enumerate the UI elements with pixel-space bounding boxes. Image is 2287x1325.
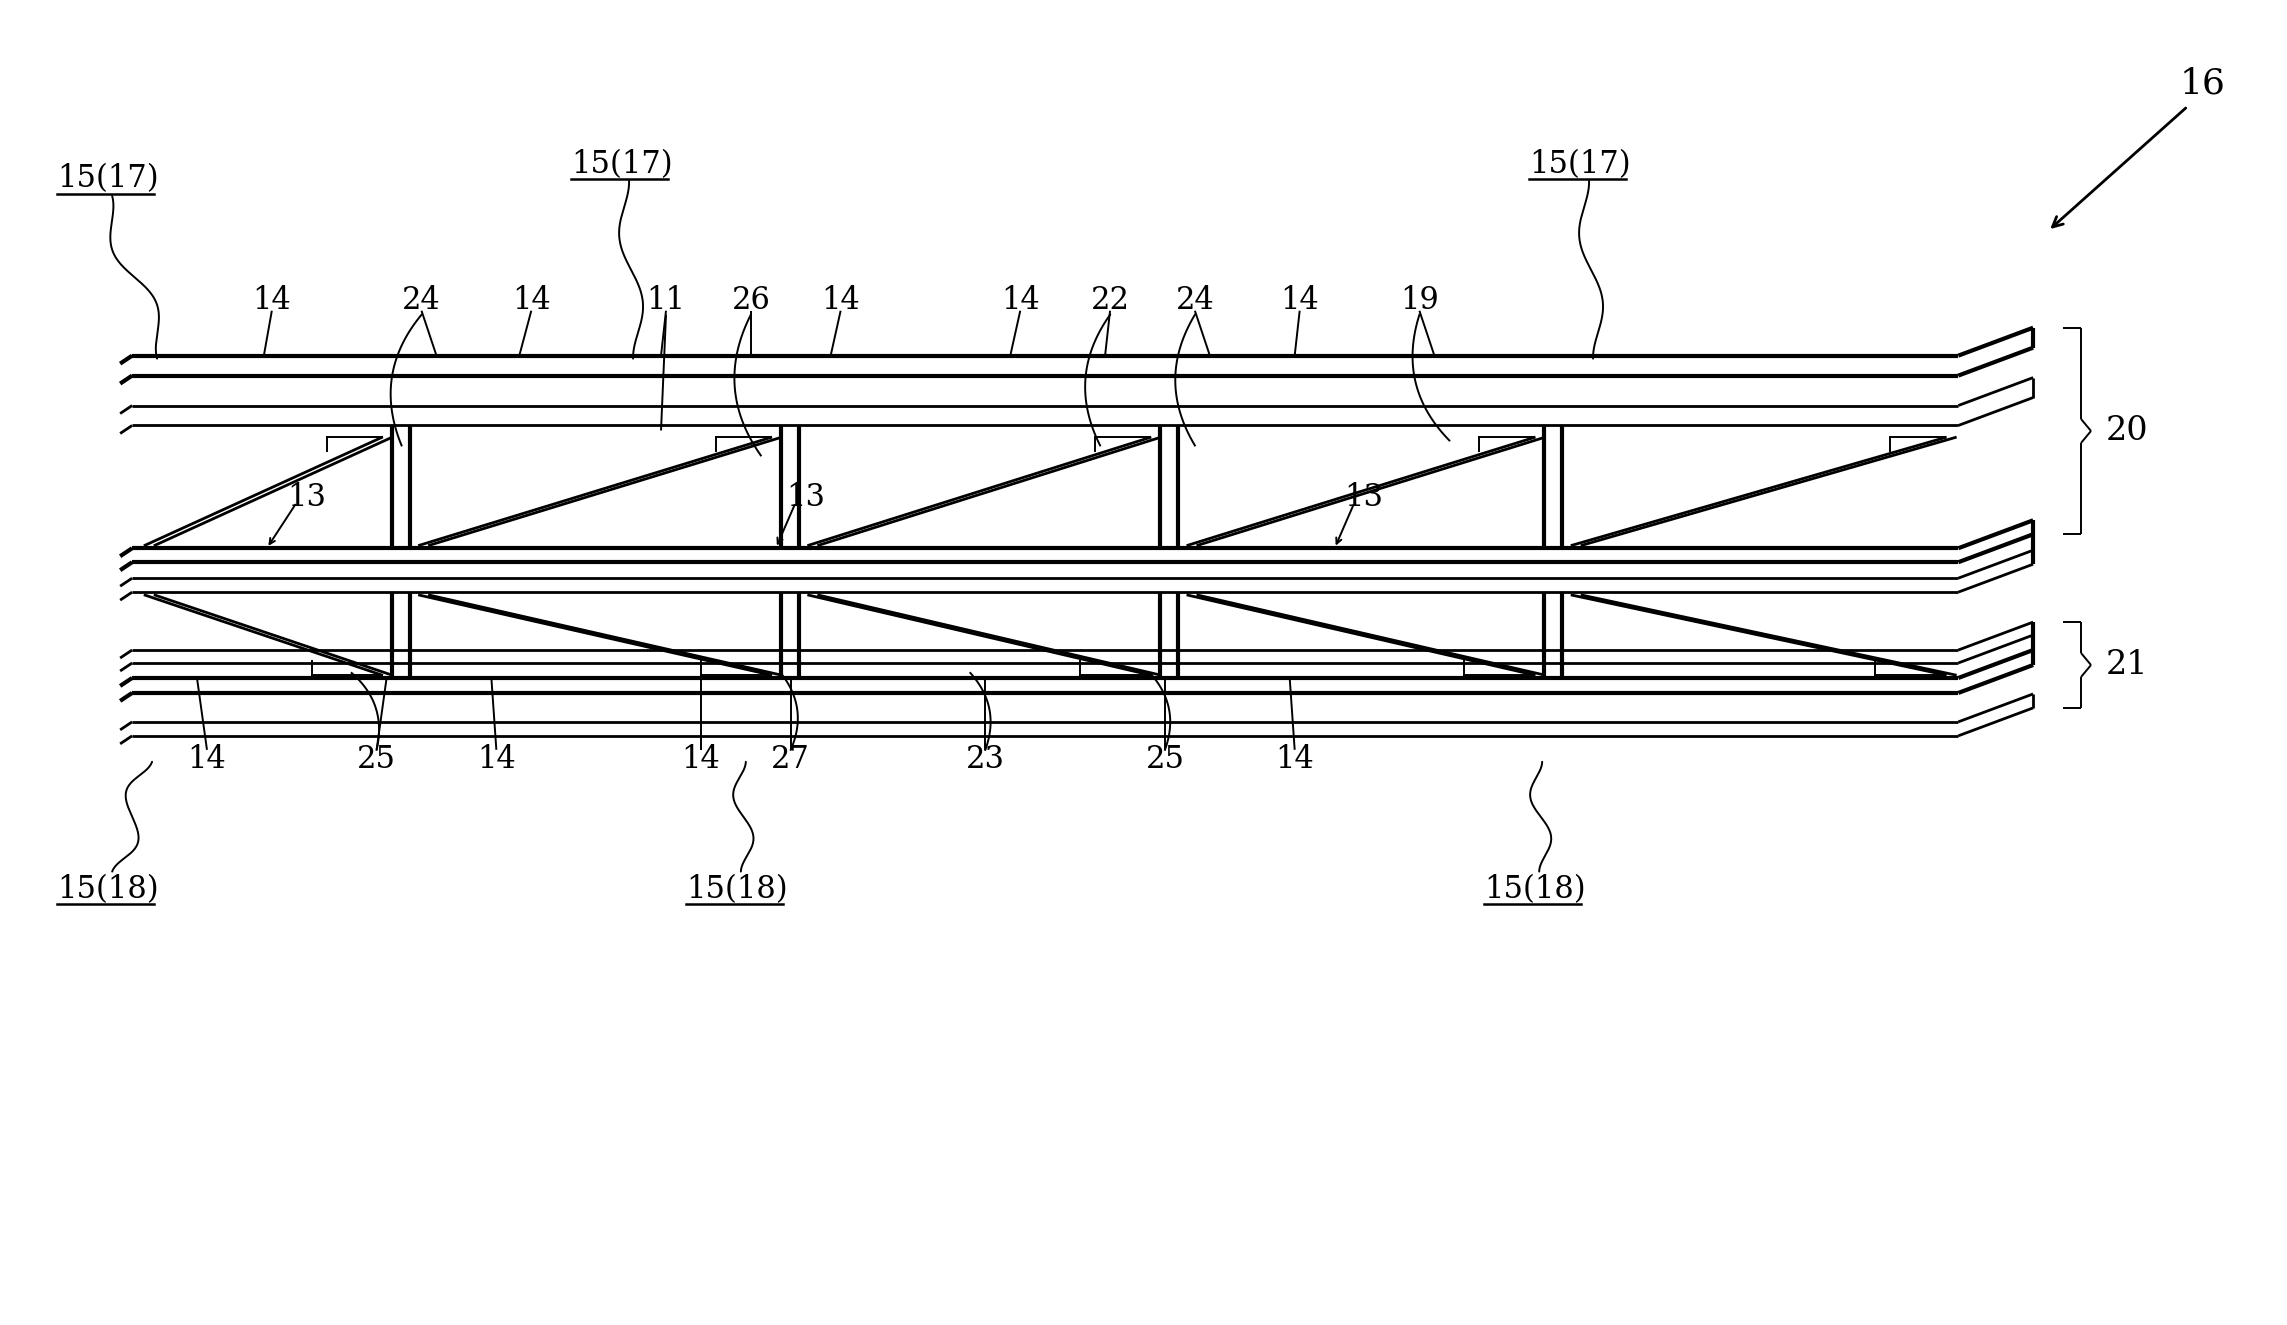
Text: 14: 14 xyxy=(188,745,226,775)
Text: 14: 14 xyxy=(478,745,517,775)
Text: 14: 14 xyxy=(252,285,290,317)
Text: 14: 14 xyxy=(821,285,860,317)
Text: 15(18): 15(18) xyxy=(686,874,787,905)
Text: 22: 22 xyxy=(1091,285,1130,317)
Text: 24: 24 xyxy=(1176,285,1214,317)
Text: 15(17): 15(17) xyxy=(572,148,672,180)
Text: 14: 14 xyxy=(1281,285,1320,317)
Text: 19: 19 xyxy=(1400,285,1439,317)
Text: 14: 14 xyxy=(682,745,720,775)
Text: 15(17): 15(17) xyxy=(1530,148,1631,180)
Text: 15(17): 15(17) xyxy=(57,163,158,195)
Text: 13: 13 xyxy=(286,482,325,513)
Text: 23: 23 xyxy=(965,745,1004,775)
Text: 15(18): 15(18) xyxy=(57,874,158,905)
Text: 21: 21 xyxy=(2106,649,2147,681)
Text: 13: 13 xyxy=(787,482,826,513)
Text: 26: 26 xyxy=(732,285,771,317)
Text: 11: 11 xyxy=(647,285,686,317)
Text: 27: 27 xyxy=(771,745,810,775)
Text: 25: 25 xyxy=(1146,745,1185,775)
Text: 24: 24 xyxy=(403,285,441,317)
Text: 16: 16 xyxy=(2180,66,2225,101)
Text: 14: 14 xyxy=(512,285,551,317)
Text: 25: 25 xyxy=(357,745,396,775)
Text: 13: 13 xyxy=(1345,482,1384,513)
Text: 14: 14 xyxy=(1276,745,1315,775)
Text: 14: 14 xyxy=(1002,285,1041,317)
Text: 20: 20 xyxy=(2106,415,2147,447)
Text: 15(18): 15(18) xyxy=(1484,874,1585,905)
